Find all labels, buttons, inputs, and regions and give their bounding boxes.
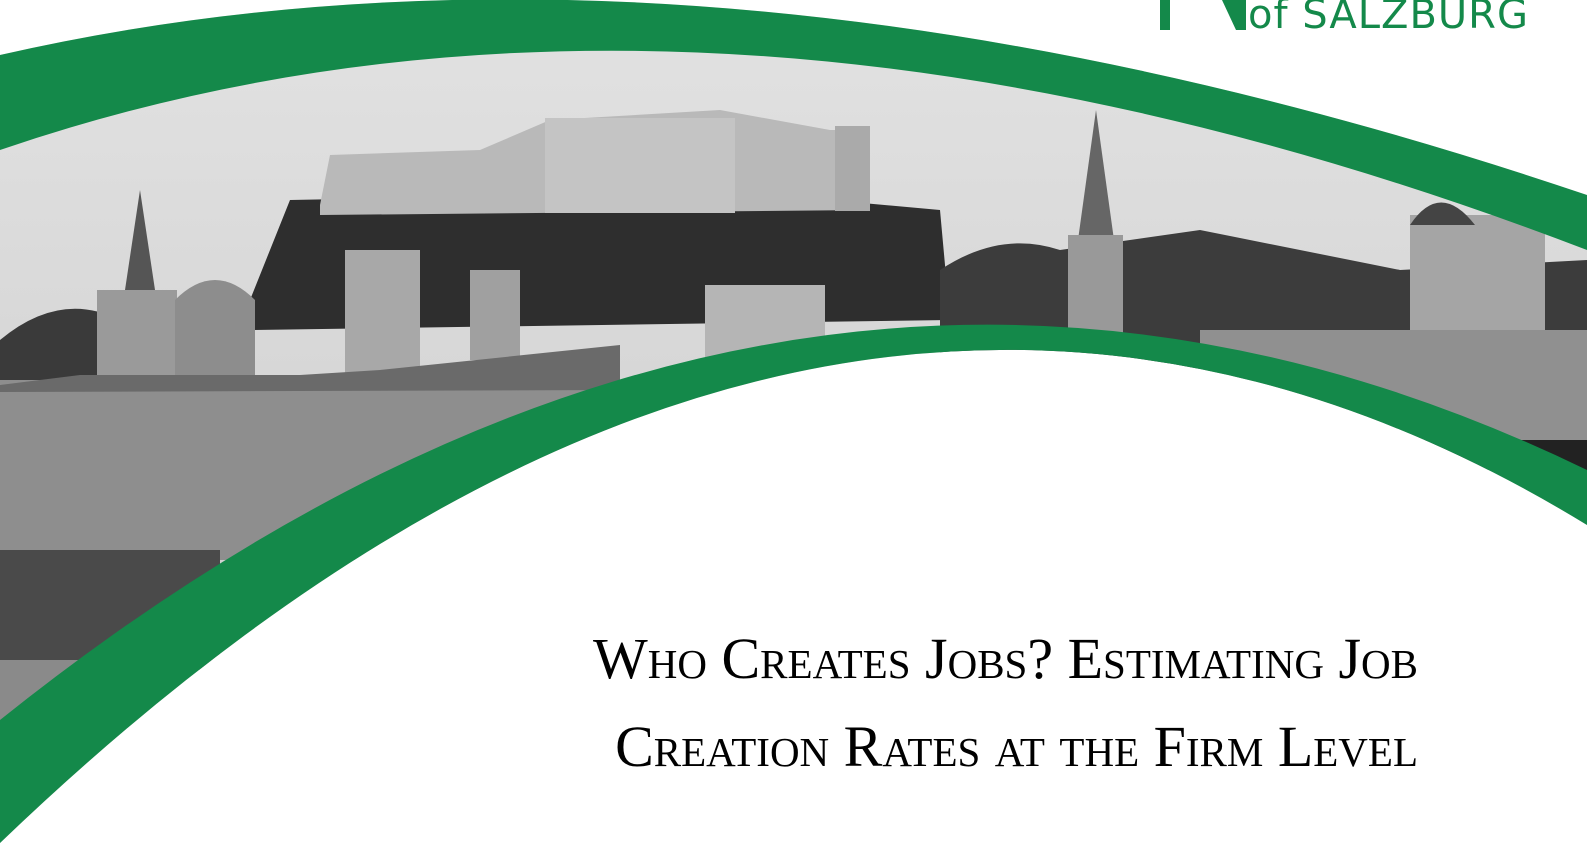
upper-white [0,0,1587,195]
title-line: Creation Rates at the Firm Level [615,714,1418,779]
logo-mark [1222,0,1246,30]
lower-band [0,324,1587,843]
lower-white [0,349,1587,843]
upper-band [0,0,1587,250]
logo-text: of SALZBURG [1248,0,1529,38]
title-line: Who Creates Jobs? Estimating Job [593,626,1418,691]
logo-mark [1160,0,1170,30]
